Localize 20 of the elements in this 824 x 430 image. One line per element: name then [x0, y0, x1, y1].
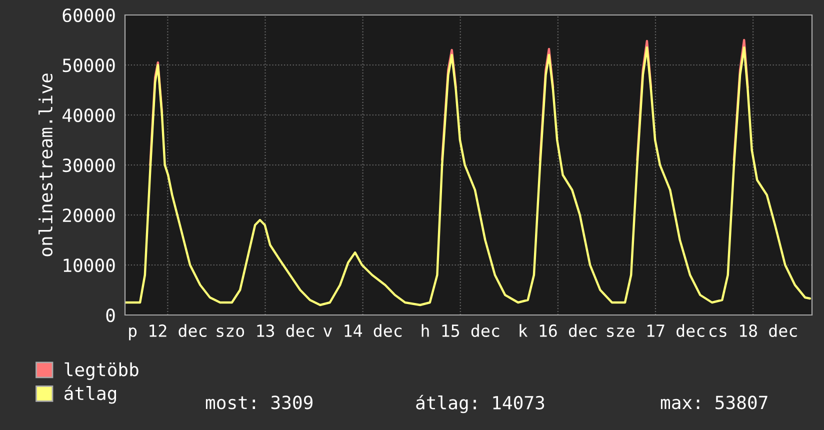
y-axis-title: onlinestream.live — [38, 74, 53, 256]
x-tick-label: cs 18 dec — [709, 324, 797, 338]
y-tick-label: 0 — [106, 308, 115, 322]
y-tick-label: 40000 — [62, 108, 115, 122]
x-tick-label: h 15 dec — [422, 324, 500, 338]
x-tick-label: sze 17 dec — [607, 324, 704, 338]
y-tick-label: 30000 — [62, 158, 115, 172]
y-tick-label: 50000 — [62, 58, 115, 72]
y-tick-label: 10000 — [64, 258, 115, 272]
text: max: 53807 — [660, 396, 768, 410]
text: átlag: 14073 — [416, 394, 544, 414]
x-tick-label: k 16 dec — [520, 324, 597, 338]
x-tick-label: szo 13 dec — [216, 324, 314, 338]
legend-label: legtöbb — [64, 362, 138, 380]
y-tick-label: 60000 — [62, 8, 115, 22]
x-tick-label: v 14 dec — [323, 324, 402, 338]
text: most: 3309 — [206, 396, 312, 410]
y-tick-label: 20000 — [62, 208, 115, 222]
legend-label: átlag — [64, 385, 116, 404]
x-tick-label: p 12 dec — [129, 324, 206, 340]
